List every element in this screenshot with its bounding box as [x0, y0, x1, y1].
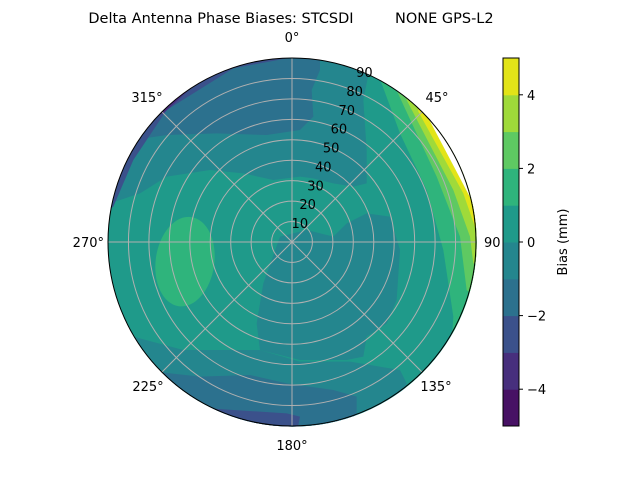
radial-label: 90: [356, 66, 373, 81]
colorbar-band: [503, 58, 519, 96]
colorbar-band: [503, 315, 519, 353]
colorbar-tick-label: −4: [527, 383, 546, 398]
radial-tick-labels: 10 20 30 40 50 60 70 80 90: [292, 66, 373, 232]
colorbar-label: Bias (mm): [556, 209, 571, 276]
colorbar-tick-label: 2: [527, 162, 535, 177]
angle-label-90: 90: [484, 236, 501, 251]
grid-spoke: [291, 111, 423, 243]
colorbar: −4 −2 0 2 4 Bias (mm): [502, 57, 571, 427]
radial-label: 70: [338, 104, 355, 119]
radial-label: 50: [323, 142, 340, 157]
angle-label-270: 270°: [73, 236, 104, 251]
colorbar-band: [503, 94, 519, 133]
colorbar-tick-label: 0: [527, 236, 535, 251]
angle-label-135: 135°: [420, 380, 451, 395]
angle-label-0: 0°: [285, 31, 300, 46]
colorbar-band: [503, 278, 519, 317]
polar-grid: [108, 58, 476, 426]
radial-label: 80: [346, 85, 363, 100]
radial-label: 20: [299, 198, 316, 213]
colorbar-band: [503, 242, 519, 280]
grid-spoke: [291, 241, 423, 373]
colorbar-band: [503, 168, 519, 206]
angle-label-45: 45°: [425, 91, 448, 106]
radial-label: 30: [307, 179, 324, 194]
colorbar-band: [503, 205, 519, 243]
colorbar-band: [503, 389, 519, 427]
radial-label: 10: [292, 217, 309, 232]
angle-label-225: 225°: [132, 380, 163, 395]
colorbar-band: [503, 131, 519, 169]
grid-spoke: [161, 111, 293, 243]
angle-label-315: 315°: [131, 91, 162, 106]
colorbar-tick-label: 4: [527, 89, 535, 104]
polar-frame: [107, 57, 477, 427]
radial-label: 40: [315, 160, 332, 175]
colorbar-band: [503, 352, 519, 390]
chart-title: Delta Antenna Phase Biases: STCSDI NONE …: [88, 11, 493, 27]
grid-spoke: [161, 241, 293, 373]
radial-label: 60: [331, 123, 348, 138]
colorbar-tick-label: −2: [527, 310, 546, 325]
contour-level-1-2-west-blob: [155, 216, 215, 307]
angular-tick-labels: 0° 45° 90 135° 180° 225° 270° 315°: [73, 31, 501, 454]
angle-label-180: 180°: [276, 439, 307, 454]
